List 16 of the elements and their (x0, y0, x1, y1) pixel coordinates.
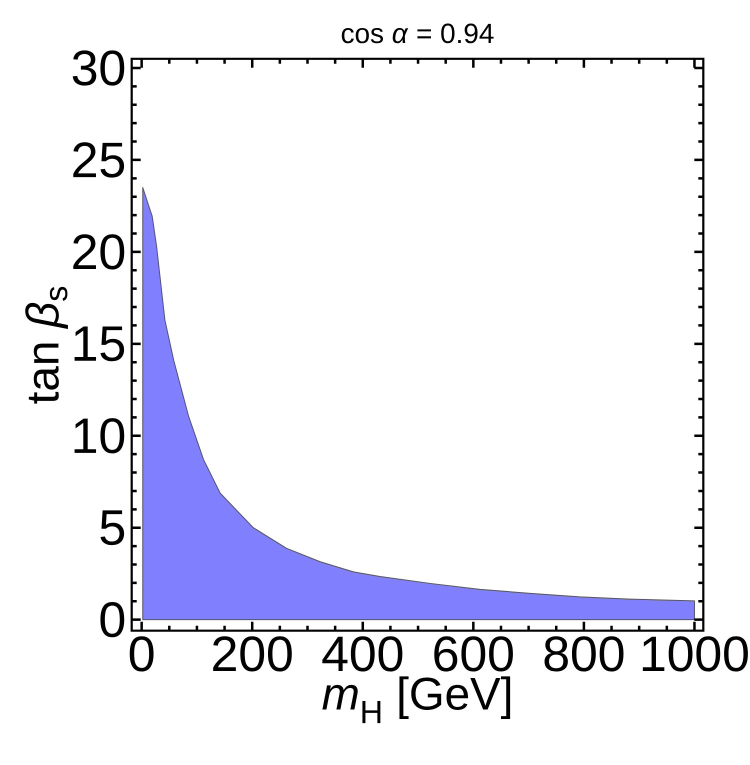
x-tick-label: 1000 (642, 636, 748, 672)
x-tick-label: 200 (213, 636, 292, 672)
y-tick-label: 20 (73, 234, 124, 270)
y-tick-label: 10 (74, 418, 124, 454)
y-axis-title: tan β$_{s}$ (25, 286, 68, 404)
y-tick-label: 25 (73, 142, 124, 178)
y-tick-label: 15 (74, 326, 124, 362)
chart-title: cos α = 0.94 (342, 24, 494, 44)
x-tick-label: 600 (434, 636, 513, 672)
x-axis-title: m$_{H}$ [GeV] (322, 676, 510, 724)
x-tick-label: 400 (322, 636, 402, 672)
y-tick-label: 30 (72, 50, 124, 86)
y-tick-label: 5 (100, 510, 124, 546)
x-tick-label: 0 (130, 636, 154, 672)
x-tick-label: 800 (544, 636, 624, 672)
y-tick-label: 0 (100, 602, 124, 638)
